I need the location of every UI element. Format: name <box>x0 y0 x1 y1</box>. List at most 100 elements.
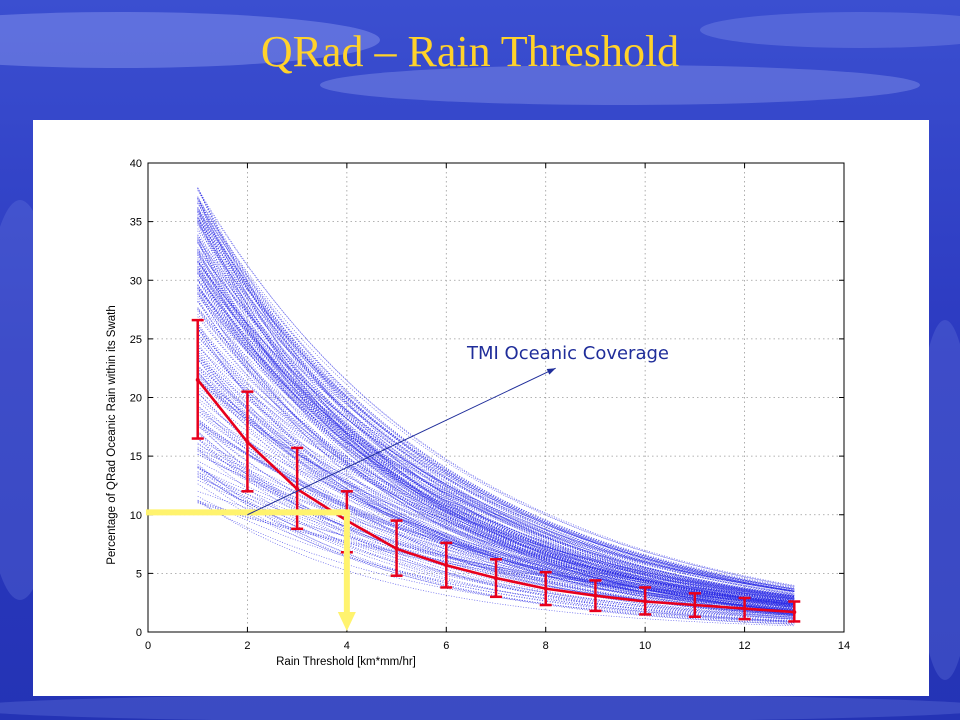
y-tick-label: 30 <box>130 275 142 287</box>
ensemble-line <box>197 467 795 625</box>
ensemble-line <box>197 291 795 601</box>
ensemble-line <box>197 379 795 601</box>
ensemble-line <box>197 218 795 608</box>
ensemble-line <box>197 265 795 600</box>
y-tick-label: 5 <box>136 568 142 580</box>
ensemble-line <box>197 217 795 590</box>
x-tick-label: 14 <box>838 640 850 652</box>
ensemble-line <box>197 322 795 614</box>
ensemble-line <box>197 292 795 611</box>
ensemble-line <box>197 266 795 597</box>
ensemble-line <box>197 260 795 592</box>
ensemble-line <box>197 254 795 612</box>
threshold-arrowhead <box>337 612 356 631</box>
ensemble-line <box>197 268 795 606</box>
y-tick-label: 20 <box>130 393 142 405</box>
x-tick-label: 4 <box>344 640 350 652</box>
ensemble-line <box>197 207 795 592</box>
x-tick-label: 10 <box>639 640 651 652</box>
y-tick-label: 25 <box>130 334 142 346</box>
axes <box>147 162 845 633</box>
ensemble-line <box>197 301 795 597</box>
ensemble-line <box>197 247 795 595</box>
ensemble-line <box>197 223 795 597</box>
ensemble-line <box>197 249 795 590</box>
ensemble-line <box>197 287 795 593</box>
ensemble-line <box>197 378 795 602</box>
annotation-arrowhead <box>546 368 556 375</box>
ensemble-line <box>197 284 795 606</box>
ensemble-line <box>197 308 795 605</box>
ensemble-line <box>197 249 795 607</box>
ensemble-line <box>197 438 795 599</box>
ensemble-line <box>197 336 795 605</box>
ensemble-line <box>197 271 795 593</box>
x-tick-label: 2 <box>244 640 250 652</box>
ensemble-line <box>197 365 795 597</box>
y-tick-label: 10 <box>130 510 142 522</box>
x-tick-label: 8 <box>543 640 549 652</box>
ensemble-line <box>197 218 795 591</box>
ensemble-line <box>197 307 795 599</box>
ensemble-line <box>197 365 795 602</box>
ensemble-line <box>197 268 795 597</box>
ensemble-line <box>197 218 795 603</box>
ensemble-line <box>197 261 795 592</box>
ensemble-line <box>197 202 795 590</box>
ensemble-line <box>197 200 795 595</box>
ensemble-line <box>197 222 795 593</box>
ensemble-line <box>197 268 795 597</box>
ensemble-line <box>197 276 795 596</box>
ensemble-line <box>197 259 795 607</box>
ensemble-line <box>197 463 795 625</box>
ensemble-line <box>197 228 795 588</box>
threshold-marker <box>146 509 356 631</box>
ensemble-line <box>197 238 795 589</box>
ensemble-line <box>197 287 795 603</box>
ensemble-line <box>197 307 795 600</box>
ensemble-line <box>197 250 795 604</box>
ensemble-line <box>197 454 795 600</box>
ensemble-line <box>197 253 795 601</box>
ensemble-line <box>197 190 795 586</box>
annotation-arrow-line <box>247 367 556 516</box>
ensemble-line <box>197 208 795 600</box>
ensemble-line <box>197 313 795 608</box>
ensemble-line <box>197 198 795 592</box>
ensemble-line <box>197 290 795 617</box>
ensemble-line <box>197 239 795 612</box>
ensemble-line <box>197 234 795 603</box>
y-tick-label: 15 <box>130 451 142 463</box>
x-tick-label: 12 <box>738 640 750 652</box>
ensemble-line <box>197 336 795 598</box>
chart: TMI Oceanic Coverage 0 2 4 6 8 10 12 14 0 5 10 15 20… <box>106 158 850 668</box>
x-tick-label: 0 <box>145 640 151 652</box>
ensemble-line <box>197 251 795 608</box>
ensemble-line <box>197 196 795 592</box>
ensemble-line <box>197 241 795 615</box>
ensemble-line <box>197 499 795 627</box>
ensemble-line <box>197 188 795 587</box>
ensemble-line <box>197 421 795 604</box>
ensemble-line <box>197 187 795 611</box>
plot-panel: TMI Oceanic Coverage 0 2 4 6 8 10 12 14 0 5 10 15 20… <box>33 120 929 696</box>
ensemble-line <box>197 241 795 612</box>
ensemble-line <box>197 197 795 612</box>
ensemble-line <box>197 210 795 596</box>
ensemble-line <box>197 272 795 610</box>
ensemble-line <box>197 288 795 613</box>
ensemble-line <box>197 198 795 599</box>
ensemble-line <box>197 209 795 592</box>
ensemble-line <box>197 217 795 590</box>
ensemble-line <box>197 237 795 599</box>
ensemble-line <box>197 251 795 600</box>
ensemble-line <box>197 293 795 592</box>
ensemble-line <box>197 266 795 610</box>
mean-line <box>196 379 795 614</box>
ensemble-line <box>197 188 795 607</box>
x-axis-title: Rain Threshold [km*mm/hr] <box>276 656 416 668</box>
ensemble-line <box>197 285 795 606</box>
tick-labels: 0 2 4 6 8 10 12 14 0 5 10 15 20 25 30 35 40 <box>130 158 850 652</box>
ensemble-line <box>197 316 795 607</box>
ensemble-line <box>197 296 795 592</box>
